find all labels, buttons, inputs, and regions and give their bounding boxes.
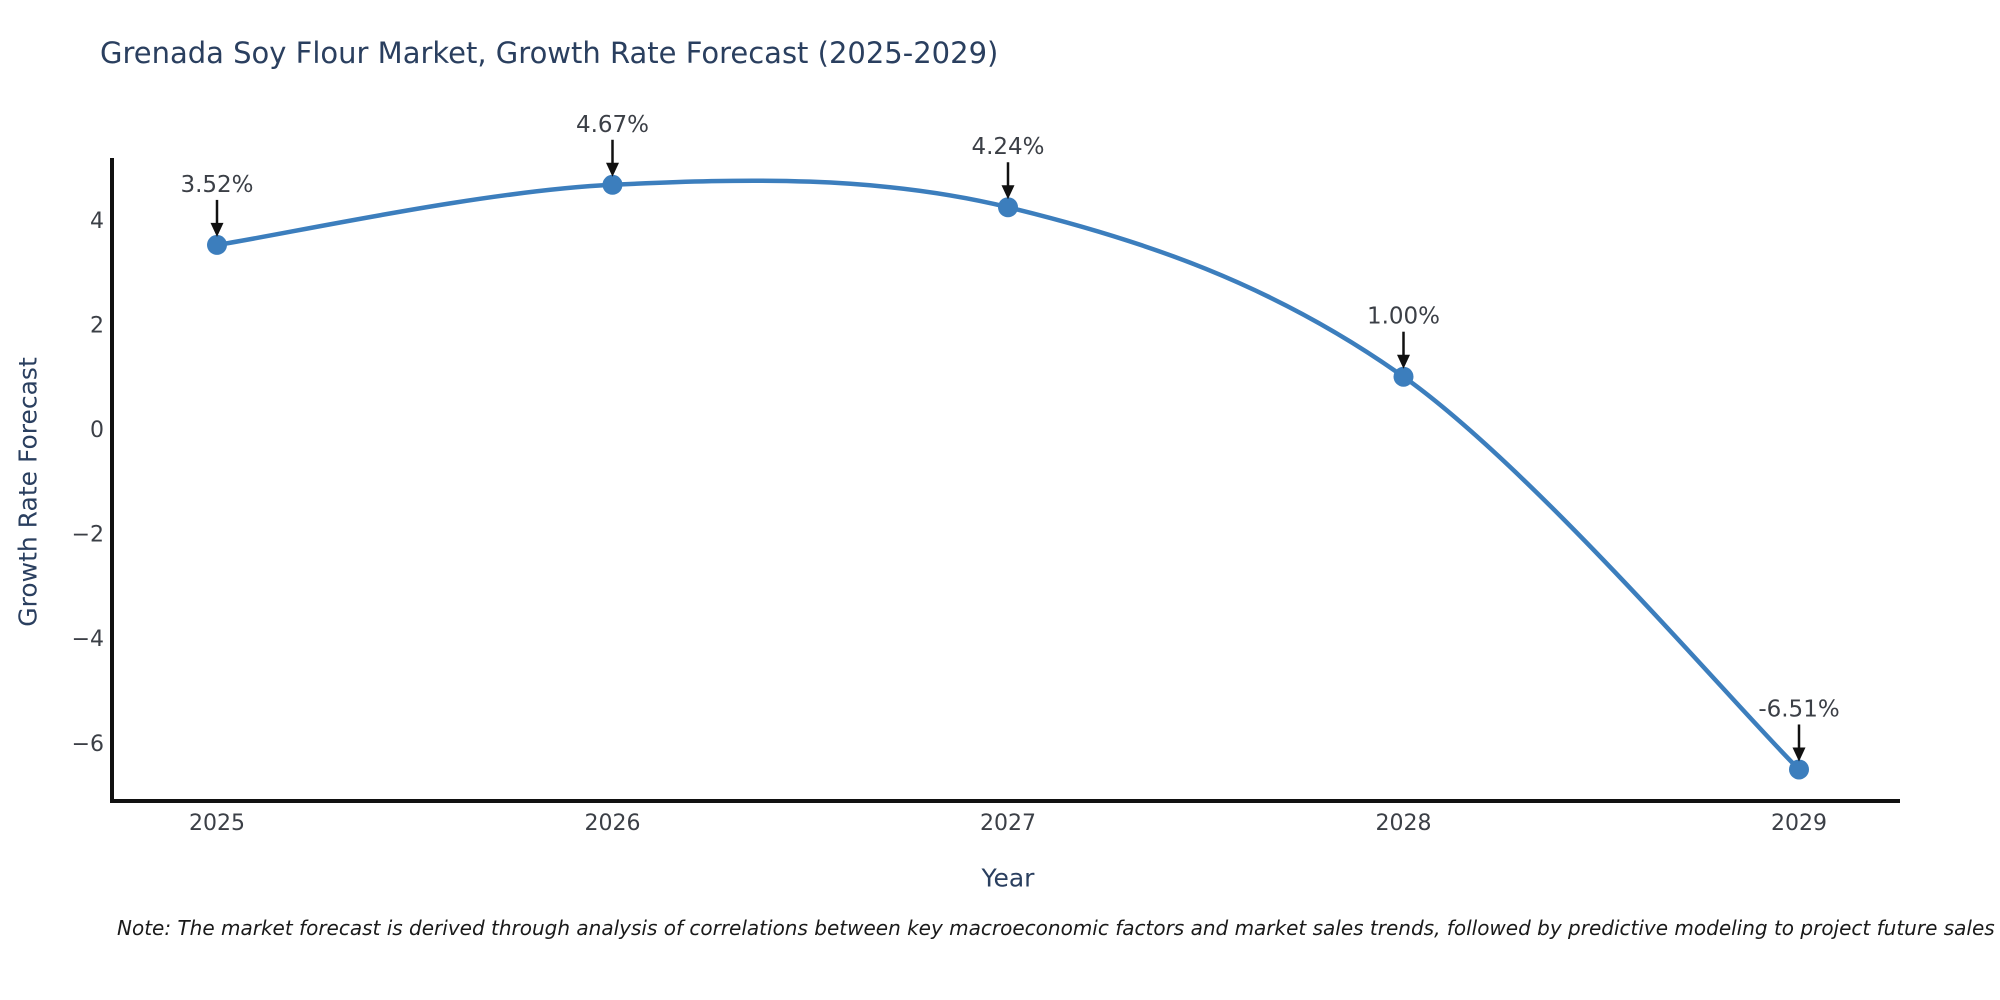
data-point-2026 bbox=[602, 174, 623, 195]
x-tick-label-2025: 2025 bbox=[189, 811, 245, 836]
x-tick-label-2026: 2026 bbox=[585, 811, 641, 836]
y-axis-label: Growth Rate Forecast bbox=[13, 357, 43, 627]
y-tick-label-0: 0 bbox=[90, 418, 104, 443]
x-tick-label-2027: 2027 bbox=[980, 811, 1036, 836]
footnote: Note: The market forecast is derived thr… bbox=[117, 916, 1995, 940]
annotation-label-2029: -6.51% bbox=[1758, 696, 1839, 722]
annotation-label-2027: 4.24% bbox=[971, 134, 1044, 160]
annotation-label-2028: 1.00% bbox=[1367, 304, 1440, 330]
x-tick-label-2029: 2029 bbox=[1771, 811, 1827, 836]
y-tick-label-−6: −6 bbox=[72, 732, 104, 757]
y-tick-label-2: 2 bbox=[90, 313, 104, 338]
x-tick-label-2028: 2028 bbox=[1376, 811, 1432, 836]
y-tick-label-−2: −2 bbox=[72, 523, 104, 548]
annotation-arrowhead-2027 bbox=[1001, 185, 1015, 200]
data-point-2029 bbox=[1789, 759, 1809, 780]
data-point-2025 bbox=[207, 234, 227, 255]
x-axis-label: Year bbox=[981, 863, 1035, 893]
y-tick-label-−4: −4 bbox=[72, 627, 104, 652]
annotation-arrowhead-2025 bbox=[210, 222, 224, 237]
annotation-arrowhead-2028 bbox=[1397, 354, 1410, 369]
chart-title: Grenada Soy Flour Market, Growth Rate Fo… bbox=[100, 36, 999, 70]
annotation-label-2025: 3.52% bbox=[180, 172, 253, 198]
data-point-2028 bbox=[1393, 366, 1414, 387]
y-tick-label-4: 4 bbox=[90, 209, 104, 234]
data-point-2027 bbox=[998, 197, 1018, 218]
forecast-line bbox=[214, 178, 1802, 772]
annotation-arrowhead-2029 bbox=[1792, 747, 1806, 762]
annotation-arrowhead-2026 bbox=[606, 162, 619, 177]
annotation-label-2026: 4.67% bbox=[576, 112, 649, 138]
